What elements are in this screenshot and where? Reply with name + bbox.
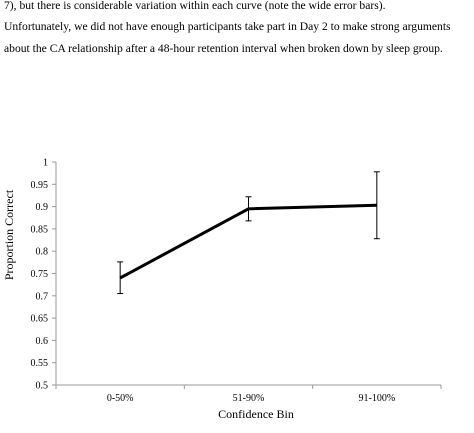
y-tick-label: 0.8 <box>36 247 49 258</box>
y-tick-label: 0.5 <box>36 381 49 392</box>
y-tick-label: 0.55 <box>31 358 49 369</box>
y-axis-label: Proportion Correct <box>2 189 16 280</box>
series-line <box>119 203 377 280</box>
y-tick-label: 0.75 <box>31 269 49 280</box>
x-tick-label: 0-50% <box>107 393 134 404</box>
paragraph-line-2: Unfortunately, we did not have enough pa… <box>4 20 451 33</box>
x-axis-label: Confidence Bin <box>218 407 294 421</box>
y-tick-label: 1 <box>43 158 48 169</box>
y-tick-label: 0.7 <box>36 291 49 302</box>
line-chart: Proportion Correct Confidence Bin 0.50.5… <box>2 158 442 421</box>
paragraph-line-3: about the CA relationship after a 48-hou… <box>4 42 443 55</box>
y-tick-label: 0.95 <box>31 180 49 191</box>
y-tick-label: 0.6 <box>36 336 49 347</box>
paragraph-line-1: 7), but there is considerable variation … <box>4 0 386 12</box>
x-tick-label: 51-90% <box>233 393 265 404</box>
plot-area: 0.5 0.55 0.6 0.65 0.7 0.75 0.8 0.85 0.9 0.95 1 0-50… <box>31 158 442 404</box>
y-tick-label: 0.9 <box>36 202 49 213</box>
y-tick-label: 0.85 <box>31 224 49 235</box>
x-tick-label: 91-100% <box>358 393 395 404</box>
y-tick-label: 0.65 <box>31 314 49 325</box>
